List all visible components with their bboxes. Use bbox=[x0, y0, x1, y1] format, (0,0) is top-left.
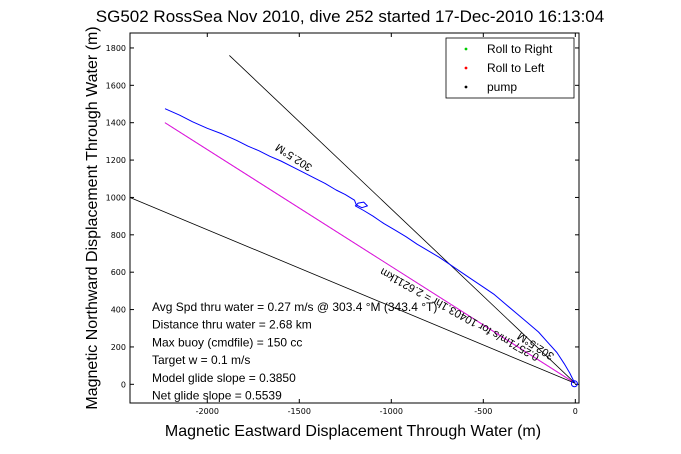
annotation-line: Avg Spd thru water = 0.27 m/s @ 303.4 °M… bbox=[152, 300, 437, 314]
x-tick-label: -1500 bbox=[288, 407, 311, 416]
y-tick-label: 1000 bbox=[106, 193, 126, 202]
y-tick-label: 800 bbox=[111, 231, 126, 240]
annotation-line: Target w = 0.1 m/s bbox=[152, 353, 250, 367]
y-tick-label: 1200 bbox=[106, 156, 126, 165]
y-axis-label: Magnetic Northward Displacement Through … bbox=[84, 26, 101, 409]
annotation-line: Distance thru water = 2.68 km bbox=[152, 318, 312, 332]
legend-marker bbox=[464, 66, 468, 70]
x-tick-label: -1000 bbox=[380, 407, 403, 416]
chart-title: SG502 RossSea Nov 2010, dive 252 started… bbox=[96, 7, 604, 26]
legend-label: pump bbox=[487, 80, 517, 94]
x-tick-label: -500 bbox=[474, 407, 492, 416]
reference-line bbox=[129, 197, 576, 384]
y-tick-label: 600 bbox=[111, 268, 126, 277]
annotation-line: Max buoy (cmdfile) = 150 cc bbox=[152, 335, 302, 349]
legend-marker bbox=[464, 47, 468, 51]
y-tick-label: 400 bbox=[111, 306, 126, 315]
x-tick-label: 0 bbox=[573, 407, 578, 416]
track-line bbox=[164, 108, 576, 384]
legend-label: Roll to Right bbox=[487, 42, 553, 56]
legend-marker bbox=[464, 85, 468, 89]
annotation-line: Net glide slope = 0.5539 bbox=[152, 389, 282, 403]
x-tick-label: -2000 bbox=[196, 407, 219, 416]
y-tick-label: 1600 bbox=[106, 81, 126, 90]
y-tick-label: 1800 bbox=[106, 44, 126, 53]
reference-line bbox=[229, 55, 576, 384]
y-tick-label: 200 bbox=[111, 343, 126, 352]
end-marker bbox=[570, 380, 578, 388]
reference-line bbox=[164, 122, 576, 384]
x-axis-label: Magnetic Eastward Displacement Through W… bbox=[165, 423, 541, 440]
annotation-line: Model glide slope = 0.3850 bbox=[152, 371, 296, 385]
legend-label: Roll to Left bbox=[487, 61, 545, 75]
y-tick-label: 0 bbox=[121, 380, 126, 389]
legend: Roll to Right Roll to Left pump bbox=[445, 37, 575, 99]
y-tick-label: 1400 bbox=[106, 119, 126, 128]
